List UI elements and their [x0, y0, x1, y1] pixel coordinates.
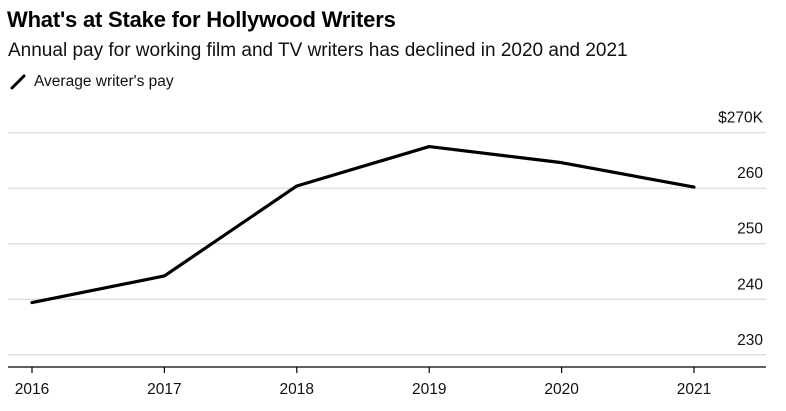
y-tick-label: 250: [737, 221, 763, 238]
y-tick-label: 230: [737, 332, 763, 349]
y-tick-label: 240: [737, 276, 763, 293]
chart-title: What's at Stake for Hollywood Writers: [7, 7, 396, 32]
gridlines: [8, 132, 766, 356]
y-axis-labels: $270K 260 250 240 230: [718, 110, 763, 349]
legend: Average writer's pay: [10, 73, 174, 91]
legend-swatch-icon: [10, 74, 26, 90]
x-tick-label: 2019: [412, 381, 446, 398]
series-line: [30, 144, 696, 305]
x-axis: 2016 2017 2018 2019 2020 2021: [8, 366, 766, 398]
x-tick-label: 2021: [677, 381, 711, 398]
y-tick-label: 260: [737, 165, 763, 182]
chart-subtitle: Annual pay for working film and TV write…: [8, 40, 628, 61]
y-tick-label: $270K: [718, 110, 763, 127]
x-tick-label: 2017: [147, 381, 181, 398]
x-tick-label: 2020: [544, 381, 579, 398]
x-tick-label: 2018: [280, 381, 314, 398]
x-tick-label: 2016: [15, 381, 49, 398]
series-layer: [30, 144, 696, 305]
legend-label: Average writer's pay: [34, 73, 174, 90]
